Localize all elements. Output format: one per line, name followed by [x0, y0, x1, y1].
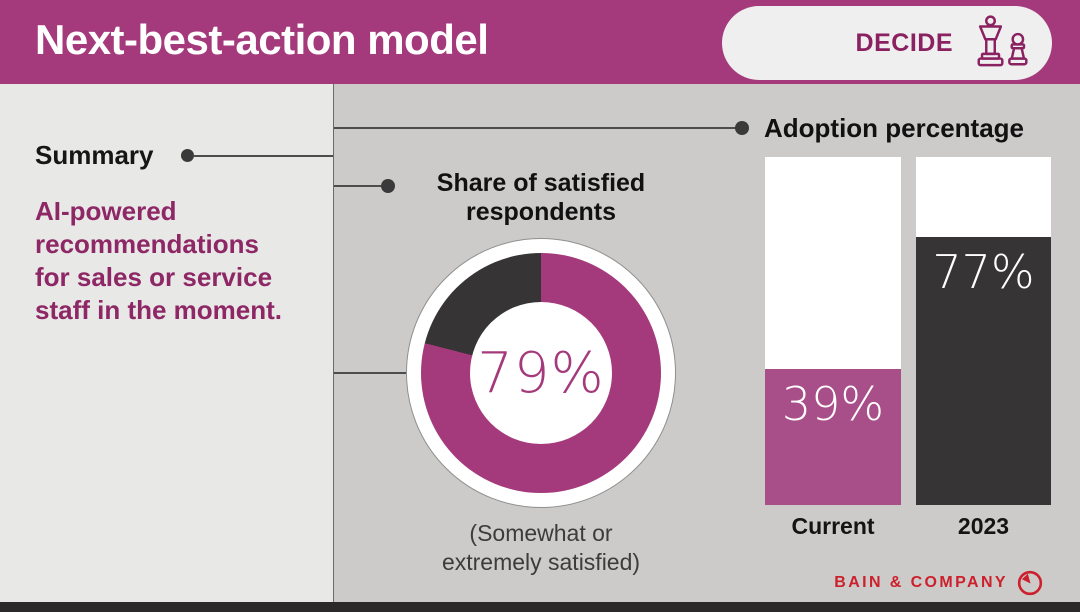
sidebar	[0, 84, 333, 602]
bar-track-current: 39%	[765, 157, 901, 505]
donut-chart: 79%	[406, 238, 676, 508]
share-connector-dot	[381, 179, 395, 193]
summary-description: AI-powered recommendations for sales or …	[35, 196, 283, 325]
adoption-connector-line	[334, 127, 739, 129]
bar-value-current: 39%	[781, 377, 885, 432]
bar-value-2023: 77%	[932, 245, 1035, 300]
bar-track-2023: 77%	[916, 157, 1051, 505]
bar-fill: 77%	[916, 237, 1051, 505]
bar-category-current: Current	[791, 513, 875, 539]
adoption-connector-dot	[735, 121, 749, 135]
share-connector-line	[334, 185, 384, 187]
bottom-strip	[0, 602, 1080, 612]
decide-badge-label: DECIDE	[855, 28, 953, 57]
header-banner: Next-best-action model DECIDE	[0, 0, 1080, 84]
bar-fill: 39%	[765, 369, 901, 505]
donut-chart-subtitle: (Somewhat or extremely satisfied)	[441, 520, 641, 575]
summary-connector-dot	[181, 149, 194, 162]
decide-badge[interactable]: DECIDE	[722, 6, 1052, 80]
bain-compass-icon	[1017, 570, 1043, 596]
page-title: Next-best-action model	[35, 16, 489, 64]
vertical-divider	[333, 84, 334, 602]
bar-category-2023: 2023	[957, 513, 1010, 539]
donut-hole	[470, 302, 612, 444]
donut-center-value: 79%	[477, 340, 605, 406]
footer-brand-lockup: BAIN & COMPANY	[834, 570, 1043, 596]
summary-connector-line	[193, 155, 333, 157]
bar-chart-title: Adoption percentage	[764, 113, 1025, 143]
donut-chart-title: Share of satisfied respondents	[436, 169, 646, 226]
chess-pieces-icon	[977, 15, 1028, 67]
summary-label: Summary	[35, 140, 154, 170]
brand-name: BAIN & COMPANY	[834, 574, 1008, 591]
donut-connector-line	[334, 372, 410, 374]
